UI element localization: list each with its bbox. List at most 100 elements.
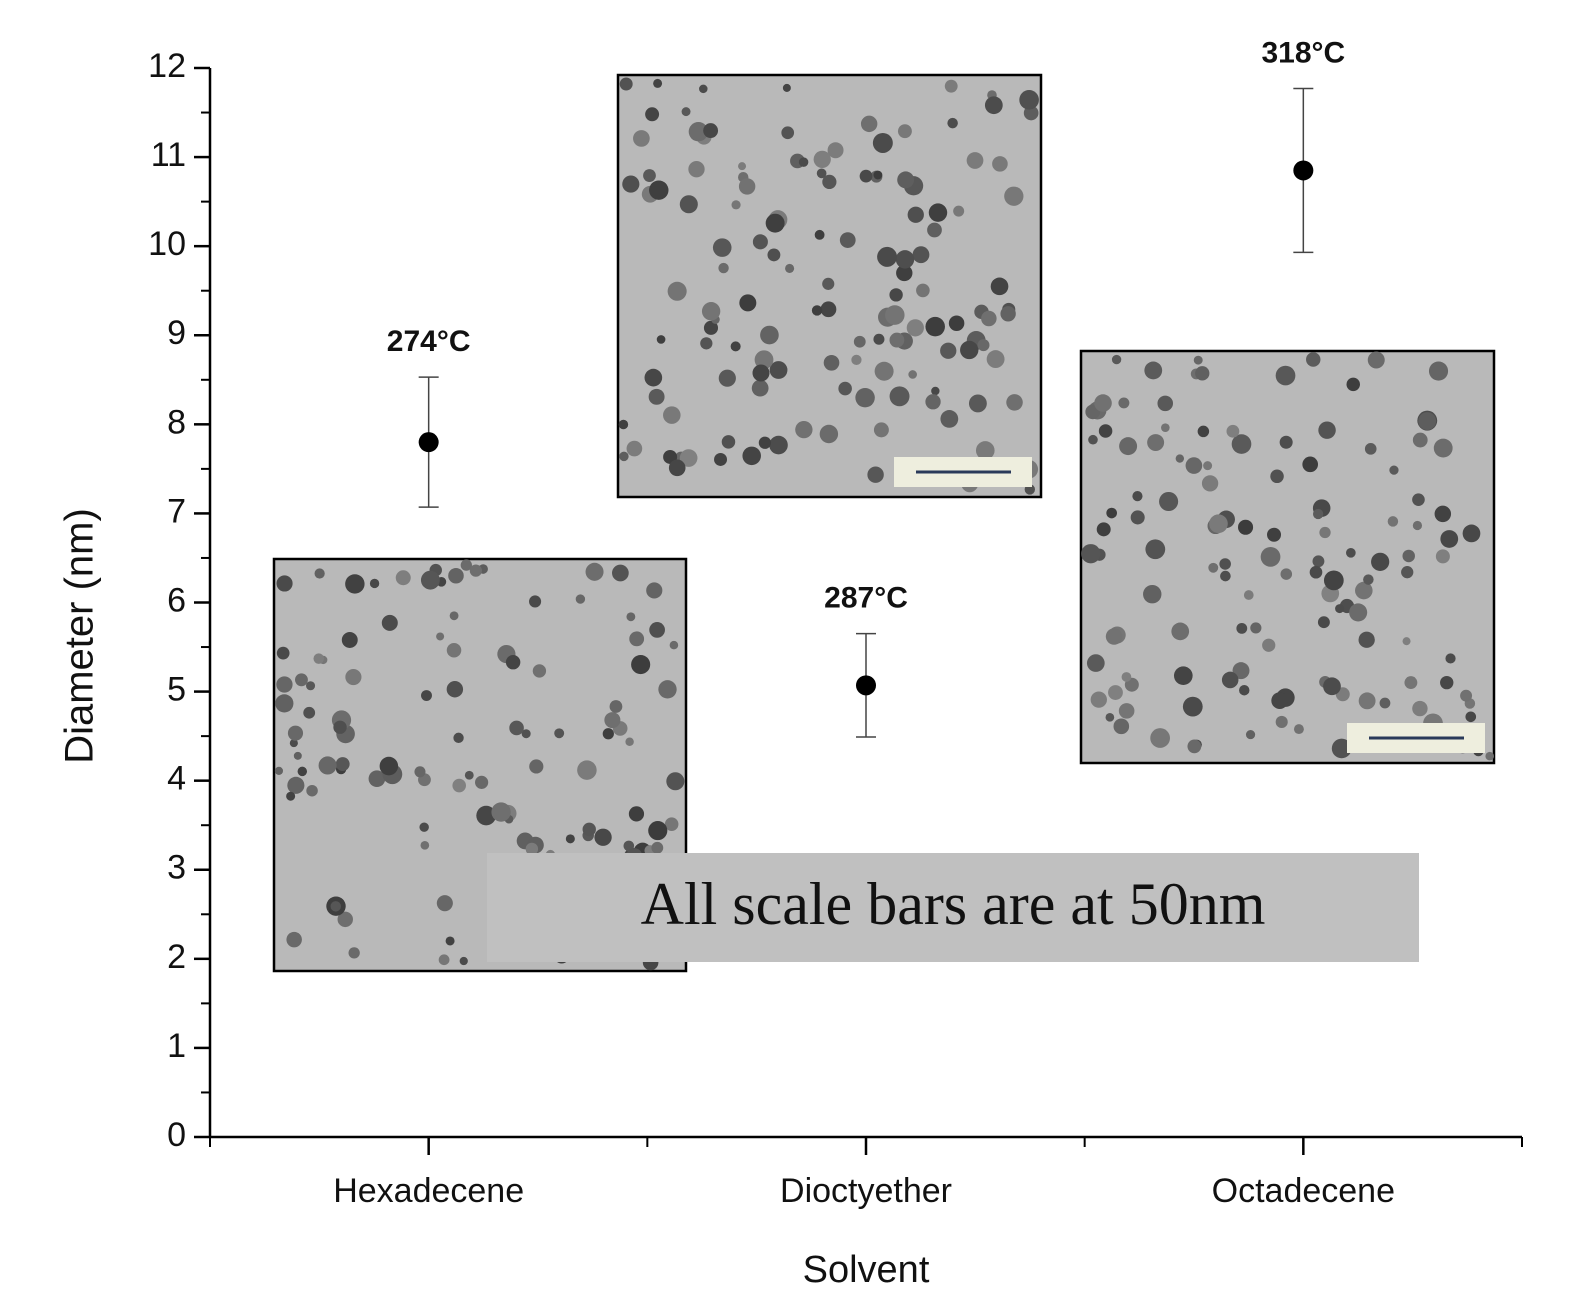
particle: [820, 301, 837, 318]
particle: [992, 156, 1008, 172]
particle: [1147, 434, 1165, 452]
particle: [1195, 366, 1210, 381]
particle: [795, 420, 813, 439]
particle: [521, 729, 531, 739]
particle: [927, 222, 942, 238]
particle: [476, 805, 496, 826]
x-axis-label: Solvent: [803, 1249, 930, 1291]
particle: [1243, 590, 1254, 600]
particle: [1208, 562, 1219, 573]
particle: [345, 668, 362, 686]
particle: [877, 246, 898, 267]
particle: [1150, 728, 1170, 748]
point-label: 274°C: [387, 325, 471, 358]
particle: [666, 772, 685, 791]
particle: [1108, 685, 1123, 700]
particle: [1317, 616, 1330, 629]
particle: [814, 229, 825, 240]
y-tick-label: 6: [167, 581, 186, 619]
particle: [1323, 677, 1341, 696]
particle: [1387, 516, 1399, 527]
particle: [438, 954, 450, 966]
particle: [577, 760, 597, 780]
particle: [813, 150, 831, 169]
particle: [436, 632, 445, 641]
particle: [619, 77, 633, 91]
point-label: 318°C: [1261, 36, 1345, 69]
particle: [505, 654, 521, 670]
particle: [469, 564, 482, 577]
particle: [953, 205, 965, 217]
particle: [653, 78, 663, 88]
particle: [509, 720, 524, 736]
particle: [1111, 354, 1122, 365]
particle: [651, 841, 664, 854]
particle: [960, 340, 979, 360]
particle: [703, 320, 719, 335]
particle: [656, 335, 666, 344]
particle: [1309, 565, 1323, 579]
particle: [1358, 692, 1376, 710]
particle: [649, 180, 669, 200]
particle: [1434, 505, 1452, 523]
particle: [594, 828, 612, 846]
particle: [333, 720, 347, 734]
particle: [827, 142, 844, 159]
particle: [1367, 351, 1385, 369]
particle: [626, 440, 643, 457]
particle: [1323, 570, 1344, 591]
particle: [1445, 653, 1456, 664]
x-tick-label: Octadecene: [1212, 1172, 1395, 1210]
particle: [414, 766, 426, 778]
particle: [718, 369, 736, 387]
particle: [1187, 739, 1202, 754]
y-tick-label: 4: [167, 760, 186, 798]
particle: [1209, 514, 1228, 534]
particle: [633, 130, 650, 147]
point: [418, 432, 439, 453]
particle: [986, 350, 1005, 369]
particle: [940, 410, 959, 428]
particle: [1221, 671, 1239, 689]
y-tick-label: 5: [167, 671, 186, 709]
particle: [1440, 530, 1459, 548]
particle: [565, 834, 575, 844]
particle: [631, 654, 651, 675]
particle: [1182, 696, 1203, 717]
particle: [679, 449, 698, 467]
tem-insets: [272, 73, 1496, 973]
particle: [436, 895, 453, 912]
particle: [1232, 662, 1250, 680]
particle: [629, 631, 645, 647]
particle: [1231, 434, 1252, 454]
particle: [897, 171, 915, 189]
particle: [730, 341, 741, 352]
particle: [446, 643, 462, 658]
particle: [626, 612, 636, 622]
particle: [1238, 519, 1254, 535]
particle: [1346, 547, 1356, 558]
particle: [1275, 365, 1296, 386]
note: All scale bars are at 50nm: [641, 871, 1266, 937]
particle: [1144, 361, 1163, 380]
particle: [752, 234, 768, 250]
particle: [287, 725, 304, 741]
particle: [330, 901, 341, 912]
particle: [1355, 581, 1373, 600]
particle: [648, 388, 665, 405]
particle: [873, 333, 885, 345]
particle: [1096, 522, 1111, 537]
particle: [419, 822, 429, 832]
particle: [1004, 186, 1024, 206]
particle: [1105, 712, 1115, 722]
particle: [379, 756, 399, 776]
particle: [276, 646, 290, 660]
particle: [721, 435, 736, 449]
particle: [1271, 692, 1289, 710]
particle: [712, 238, 732, 257]
particle: [1462, 524, 1481, 543]
particle: [1157, 395, 1174, 412]
particle: [628, 806, 645, 822]
particle: [944, 79, 958, 93]
particle: [612, 564, 629, 582]
